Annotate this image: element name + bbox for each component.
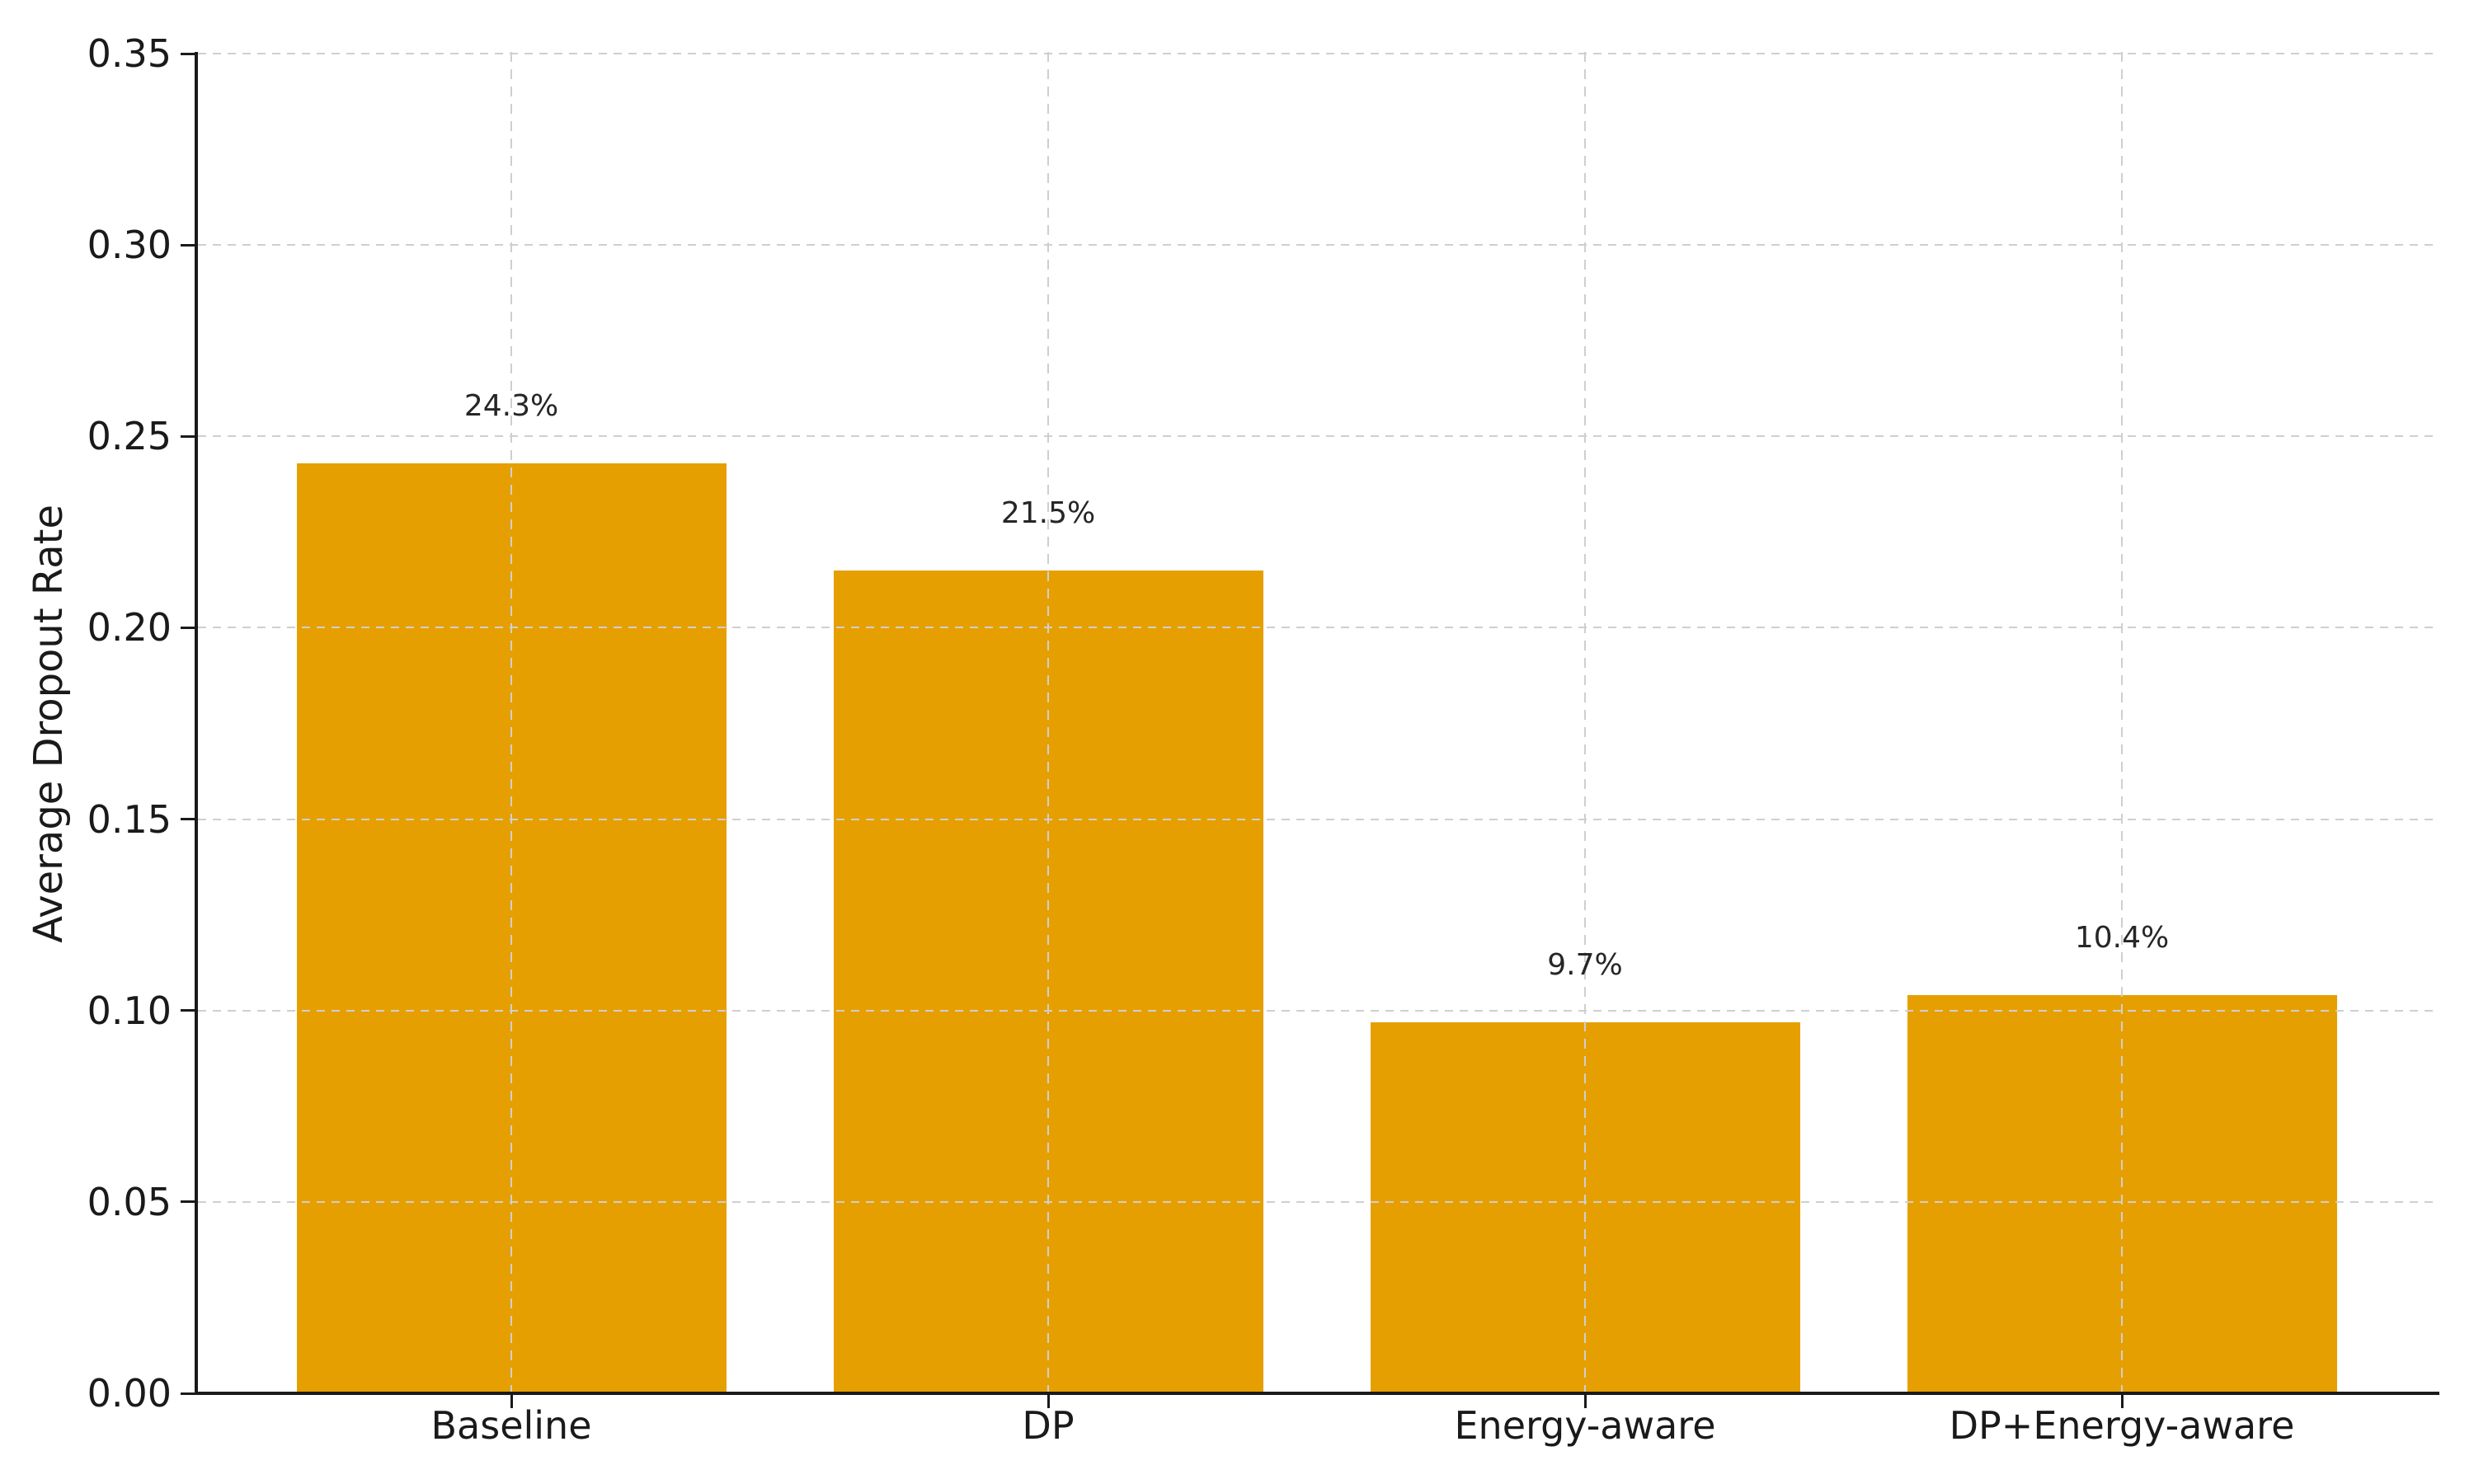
y-tick-label: 0.25 [87, 414, 172, 459]
y-tick-label: 0.05 [87, 1179, 172, 1224]
horizontal-gridline [198, 627, 2439, 629]
vertical-gridline [2121, 52, 2123, 1393]
horizontal-gridline [198, 1200, 2439, 1203]
y-tick-mark [181, 434, 195, 438]
x-tick-label: DP [1022, 1403, 1075, 1448]
x-tick-label: Baseline [430, 1403, 592, 1448]
x-axis-spine [195, 1392, 2439, 1395]
vertical-gridline [510, 52, 512, 1393]
bar-value-label: 9.7% [1547, 948, 1623, 982]
y-axis-title: Average Dropout Rate [26, 504, 72, 943]
bar-value-label: 10.4% [2074, 921, 2170, 955]
x-tick-label: DP+Energy-aware [1949, 1403, 2295, 1448]
y-tick-mark [181, 1392, 195, 1395]
y-tick-label: 0.20 [87, 605, 172, 650]
horizontal-gridline [198, 244, 2439, 247]
bar-value-label: 24.3% [463, 389, 559, 423]
horizontal-gridline [198, 1009, 2439, 1012]
vertical-gridline [1047, 52, 1049, 1393]
y-tick-label: 0.00 [87, 1371, 172, 1416]
horizontal-gridline [198, 53, 2439, 54]
x-tick-label: Energy-aware [1454, 1403, 1716, 1448]
y-tick-mark [181, 243, 195, 247]
y-tick-mark [181, 1009, 195, 1012]
x-tick-mark [1047, 1395, 1050, 1408]
horizontal-gridline [198, 435, 2439, 438]
horizontal-gridline [198, 818, 2439, 820]
y-tick-mark [181, 52, 195, 55]
x-tick-mark [510, 1395, 513, 1408]
y-tick-mark [181, 818, 195, 821]
y-tick-mark [181, 626, 195, 629]
y-tick-label: 0.15 [87, 796, 172, 842]
x-tick-mark [2120, 1395, 2124, 1408]
bar-value-label: 21.5% [1000, 496, 1096, 530]
y-tick-mark [181, 1200, 195, 1204]
vertical-gridline [1584, 52, 1586, 1393]
x-tick-mark [1583, 1395, 1587, 1408]
y-tick-label: 0.35 [87, 31, 172, 76]
y-tick-label: 0.10 [87, 988, 172, 1033]
y-tick-label: 0.30 [87, 223, 172, 268]
y-axis-spine [195, 52, 198, 1395]
